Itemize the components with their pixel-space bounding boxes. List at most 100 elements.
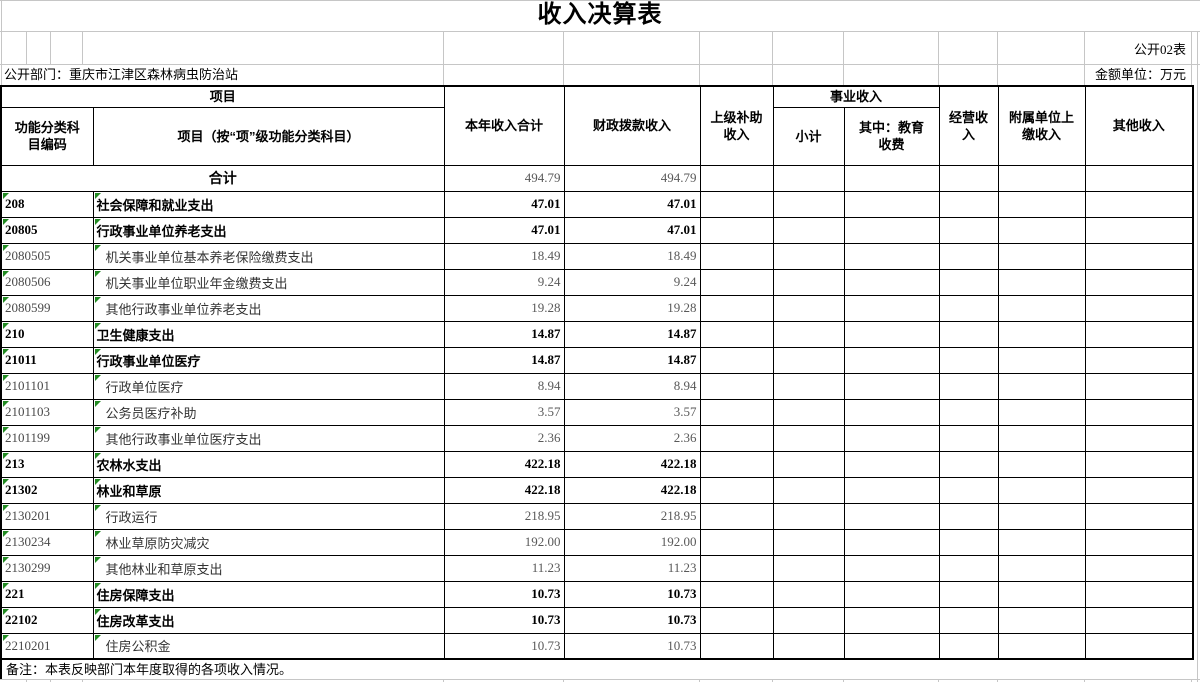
other-cell[interactable] <box>1084 242 1194 270</box>
affiliated-cell[interactable] <box>997 502 1086 530</box>
education-cell[interactable] <box>843 320 940 348</box>
superior-cell[interactable] <box>699 476 774 504</box>
name-cell[interactable]: 林业草原防灾减灾 <box>92 528 445 556</box>
total-cell[interactable]: 10.73 <box>443 580 565 608</box>
code-cell[interactable]: 2080599 <box>0 294 94 322</box>
education-cell[interactable] <box>843 398 940 426</box>
code-cell[interactable]: 208 <box>0 190 94 218</box>
other-cell[interactable] <box>1084 632 1194 660</box>
other-cell[interactable] <box>1084 580 1194 608</box>
code-cell[interactable]: 2101101 <box>0 372 94 400</box>
header-operating-income[interactable]: 经营收入 <box>938 85 999 166</box>
education-cell[interactable] <box>843 502 940 530</box>
code-cell[interactable]: 2080506 <box>0 268 94 296</box>
fiscal-cell[interactable]: 19.28 <box>563 294 701 322</box>
subtotal-cell[interactable] <box>772 424 845 452</box>
affiliated-cell[interactable] <box>997 190 1086 218</box>
superior-cell[interactable] <box>699 294 774 322</box>
total-cell[interactable]: 192.00 <box>443 528 565 556</box>
code-cell[interactable]: 2130299 <box>0 554 94 582</box>
affiliated-cell[interactable] <box>997 554 1086 582</box>
total-cell[interactable]: 2.36 <box>443 424 565 452</box>
education-cell[interactable] <box>843 476 940 504</box>
total-cell[interactable]: 14.87 <box>443 346 565 374</box>
other-cell[interactable] <box>1084 502 1194 530</box>
operating-cell[interactable] <box>938 528 999 556</box>
fiscal-cell[interactable]: 11.23 <box>563 554 701 582</box>
subtotal-cell[interactable] <box>772 528 845 556</box>
education-cell[interactable] <box>843 190 940 218</box>
name-cell[interactable]: 住房改革支出 <box>92 606 445 634</box>
other-cell[interactable] <box>1084 216 1194 244</box>
operating-cell[interactable] <box>938 320 999 348</box>
operating-cell[interactable] <box>938 268 999 296</box>
code-cell[interactable]: 2130234 <box>0 528 94 556</box>
fiscal-cell[interactable]: 218.95 <box>563 502 701 530</box>
operating-cell[interactable] <box>938 450 999 478</box>
operating-cell[interactable] <box>938 190 999 218</box>
subtotal-cell[interactable] <box>772 372 845 400</box>
subtotal-cell[interactable] <box>772 320 845 348</box>
subtotal-cell[interactable] <box>772 268 845 296</box>
affiliated-cell[interactable] <box>997 398 1086 426</box>
other-cell[interactable] <box>1084 606 1194 634</box>
name-cell[interactable]: 其他行政事业单位养老支出 <box>92 294 445 322</box>
operating-cell[interactable] <box>938 398 999 426</box>
superior-cell[interactable] <box>699 216 774 244</box>
note-row[interactable]: 备注：本表反映部门本年度取得的各项收入情况。 <box>0 660 1192 679</box>
other-cell[interactable] <box>1084 424 1194 452</box>
superior-cell[interactable] <box>699 268 774 296</box>
superior-cell[interactable] <box>699 606 774 634</box>
affiliated-cell[interactable] <box>997 216 1086 244</box>
fiscal-cell[interactable]: 47.01 <box>563 190 701 218</box>
education-cell[interactable] <box>843 528 940 556</box>
grand-total-other-cell[interactable] <box>1084 164 1194 192</box>
total-cell[interactable]: 10.73 <box>443 606 565 634</box>
superior-cell[interactable] <box>699 242 774 270</box>
subtotal-cell[interactable] <box>772 346 845 374</box>
header-project-group[interactable]: 项目 <box>0 85 445 108</box>
superior-cell[interactable] <box>699 320 774 348</box>
code-cell[interactable]: 2210201 <box>0 632 94 660</box>
other-cell[interactable] <box>1084 528 1194 556</box>
fiscal-cell[interactable]: 422.18 <box>563 476 701 504</box>
subtotal-cell[interactable] <box>772 632 845 660</box>
superior-cell[interactable] <box>699 450 774 478</box>
code-cell[interactable]: 213 <box>0 450 94 478</box>
grand-total-fiscal-cell[interactable]: 494.79 <box>563 164 701 192</box>
other-cell[interactable] <box>1084 346 1194 374</box>
fiscal-cell[interactable]: 10.73 <box>563 606 701 634</box>
subtotal-cell[interactable] <box>772 502 845 530</box>
subtotal-cell[interactable] <box>772 190 845 218</box>
education-cell[interactable] <box>843 216 940 244</box>
total-cell[interactable]: 422.18 <box>443 450 565 478</box>
grand-total-education-cell[interactable] <box>843 164 940 192</box>
superior-cell[interactable] <box>699 528 774 556</box>
education-cell[interactable] <box>843 268 940 296</box>
total-cell[interactable]: 10.73 <box>443 632 565 660</box>
fiscal-cell[interactable]: 18.49 <box>563 242 701 270</box>
education-cell[interactable] <box>843 632 940 660</box>
superior-cell[interactable] <box>699 632 774 660</box>
name-cell[interactable]: 公务员医疗补助 <box>92 398 445 426</box>
header-business-income-group[interactable]: 事业收入 <box>772 85 940 108</box>
affiliated-cell[interactable] <box>997 242 1086 270</box>
fiscal-cell[interactable]: 422.18 <box>563 450 701 478</box>
operating-cell[interactable] <box>938 606 999 634</box>
name-cell[interactable]: 行政单位医疗 <box>92 372 445 400</box>
grand-total-subtotal-cell[interactable] <box>772 164 845 192</box>
subtotal-cell[interactable] <box>772 580 845 608</box>
code-cell[interactable]: 22102 <box>0 606 94 634</box>
header-business-education[interactable]: 其中：教育收费 <box>843 106 940 166</box>
name-cell[interactable]: 行政事业单位医疗 <box>92 346 445 374</box>
name-cell[interactable]: 社会保障和就业支出 <box>92 190 445 218</box>
superior-cell[interactable] <box>699 580 774 608</box>
name-cell[interactable]: 行政事业单位养老支出 <box>92 216 445 244</box>
education-cell[interactable] <box>843 580 940 608</box>
other-cell[interactable] <box>1084 476 1194 504</box>
total-cell[interactable]: 14.87 <box>443 320 565 348</box>
affiliated-cell[interactable] <box>997 632 1086 660</box>
superior-cell[interactable] <box>699 398 774 426</box>
header-business-subtotal[interactable]: 小计 <box>772 106 845 166</box>
total-cell[interactable]: 47.01 <box>443 216 565 244</box>
